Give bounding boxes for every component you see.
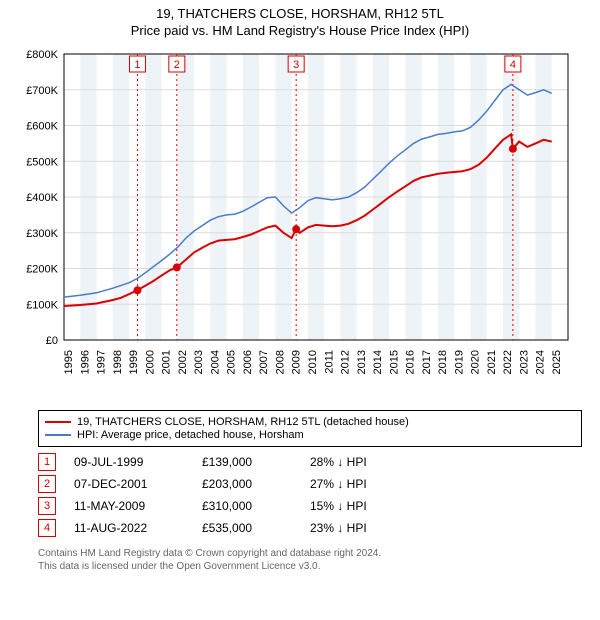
transaction-delta: 15% ↓ HPI <box>310 499 420 513</box>
svg-text:2015: 2015 <box>388 350 400 374</box>
transaction-price: £203,000 <box>202 477 292 491</box>
svg-text:3: 3 <box>293 59 299 71</box>
svg-text:1: 1 <box>134 59 140 71</box>
svg-text:2018: 2018 <box>437 350 449 374</box>
transaction-date: 07-DEC-2001 <box>74 477 184 491</box>
marker-dot <box>292 225 300 233</box>
footer: Contains HM Land Registry data © Crown c… <box>38 547 582 573</box>
transaction-badge: 4 <box>38 519 56 537</box>
svg-text:2025: 2025 <box>551 350 563 374</box>
svg-text:£500K: £500K <box>26 156 58 168</box>
svg-text:£800K: £800K <box>26 49 58 61</box>
transaction-row: 2 07-DEC-2001 £203,000 27% ↓ HPI <box>38 475 582 493</box>
svg-text:£200K: £200K <box>26 264 58 276</box>
title-address: 19, THATCHERS CLOSE, HORSHAM, RH12 5TL <box>4 6 596 21</box>
transaction-delta: 23% ↓ HPI <box>310 521 420 535</box>
transaction-date: 11-AUG-2022 <box>74 521 184 535</box>
transaction-date: 09-JUL-1999 <box>74 455 184 469</box>
svg-text:£0: £0 <box>46 335 58 347</box>
transaction-row: 4 11-AUG-2022 £535,000 23% ↓ HPI <box>38 519 582 537</box>
marker-dot <box>173 263 181 271</box>
transaction-badge: 2 <box>38 475 56 493</box>
svg-text:2024: 2024 <box>535 350 547 374</box>
svg-text:£100K: £100K <box>26 299 58 311</box>
svg-text:2023: 2023 <box>518 350 530 374</box>
legend: 19, THATCHERS CLOSE, HORSHAM, RH12 5TL (… <box>38 410 582 447</box>
svg-text:2016: 2016 <box>405 350 417 374</box>
svg-text:£300K: £300K <box>26 228 58 240</box>
transaction-row: 1 09-JUL-1999 £139,000 28% ↓ HPI <box>38 453 582 471</box>
svg-text:2011: 2011 <box>323 350 335 374</box>
transaction-delta: 28% ↓ HPI <box>310 455 420 469</box>
legend-swatch <box>45 421 71 423</box>
svg-text:2014: 2014 <box>372 350 384 374</box>
svg-text:2012: 2012 <box>340 350 352 374</box>
transaction-row: 3 11-MAY-2009 £310,000 15% ↓ HPI <box>38 497 582 515</box>
svg-text:£400K: £400K <box>26 192 58 204</box>
transaction-price: £535,000 <box>202 521 292 535</box>
footer-line2: This data is licensed under the Open Gov… <box>38 560 582 573</box>
svg-text:2008: 2008 <box>274 350 286 374</box>
svg-text:2005: 2005 <box>226 350 238 374</box>
svg-text:2010: 2010 <box>307 350 319 374</box>
svg-text:2002: 2002 <box>177 350 189 374</box>
svg-text:2019: 2019 <box>453 350 465 374</box>
legend-item: 19, THATCHERS CLOSE, HORSHAM, RH12 5TL (… <box>45 416 575 428</box>
transaction-price: £139,000 <box>202 455 292 469</box>
svg-text:1995: 1995 <box>63 350 75 374</box>
svg-text:4: 4 <box>510 59 516 71</box>
svg-text:2000: 2000 <box>144 350 156 374</box>
footer-line1: Contains HM Land Registry data © Crown c… <box>38 547 582 560</box>
page: 19, THATCHERS CLOSE, HORSHAM, RH12 5TL P… <box>0 0 600 573</box>
chart-svg: £0 £100K £200K £300K £400K £500K £600K £700K £80… <box>20 44 580 404</box>
marker-dot <box>133 286 141 294</box>
svg-text:2007: 2007 <box>258 350 270 374</box>
legend-label: HPI: Average price, detached house, Hors… <box>77 429 304 441</box>
svg-text:1999: 1999 <box>128 350 140 374</box>
svg-text:2: 2 <box>174 59 180 71</box>
transaction-date: 11-MAY-2009 <box>74 499 184 513</box>
svg-text:2004: 2004 <box>209 350 221 374</box>
transaction-badge: 3 <box>38 497 56 515</box>
transaction-delta: 27% ↓ HPI <box>310 477 420 491</box>
svg-text:1997: 1997 <box>96 350 108 374</box>
svg-text:2013: 2013 <box>356 350 368 374</box>
transaction-badge: 1 <box>38 453 56 471</box>
title-subtitle: Price paid vs. HM Land Registry's House … <box>4 23 596 38</box>
svg-text:2006: 2006 <box>242 350 254 374</box>
svg-text:2017: 2017 <box>421 350 433 374</box>
transaction-price: £310,000 <box>202 499 292 513</box>
svg-text:£600K: £600K <box>26 121 58 133</box>
marker-dot <box>509 145 517 153</box>
chart-titles: 19, THATCHERS CLOSE, HORSHAM, RH12 5TL P… <box>0 0 600 40</box>
svg-text:2020: 2020 <box>470 350 482 374</box>
svg-text:2021: 2021 <box>486 350 498 374</box>
svg-text:£700K: £700K <box>26 85 58 97</box>
transactions-table: 1 09-JUL-1999 £139,000 28% ↓ HPI 2 07-DEC-200… <box>38 453 582 537</box>
svg-text:1998: 1998 <box>112 350 124 374</box>
svg-text:1996: 1996 <box>79 350 91 374</box>
svg-text:2003: 2003 <box>193 350 205 374</box>
legend-item: HPI: Average price, detached house, Hors… <box>45 429 575 441</box>
chart: £0 £100K £200K £300K £400K £500K £600K £700K £80… <box>20 44 580 404</box>
svg-text:2001: 2001 <box>161 350 173 374</box>
svg-text:2009: 2009 <box>291 350 303 374</box>
legend-swatch <box>45 434 71 436</box>
legend-label: 19, THATCHERS CLOSE, HORSHAM, RH12 5TL (… <box>77 416 409 428</box>
svg-text:2022: 2022 <box>502 350 514 374</box>
